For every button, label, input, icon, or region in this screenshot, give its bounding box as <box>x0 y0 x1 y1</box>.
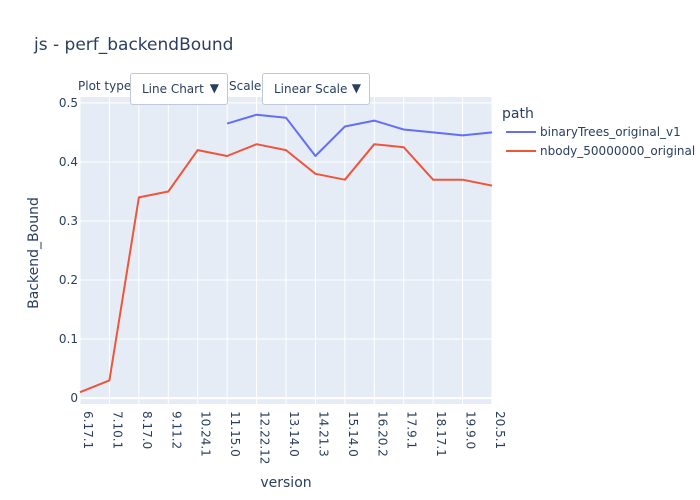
x-tick-label: 19.9.0 <box>464 411 478 449</box>
scale-label: Scale: <box>229 79 266 93</box>
y-axis-ticks: 0 0.1 0.2 0.3 0.4 0.5 <box>59 96 78 405</box>
series-line-1 <box>226 113 493 157</box>
legend-title: path <box>502 106 534 122</box>
x-tick-label: 9.11.2 <box>169 411 183 449</box>
plot-type-label: Plot type: <box>78 79 136 93</box>
x-tick-label: 6.17.1 <box>81 411 95 449</box>
x-tick-label: 11.15.0 <box>228 411 242 457</box>
y-tick-label: 0.1 <box>59 332 78 346</box>
plot-type-value: Line Chart <box>142 82 204 96</box>
x-tick-label: 20.5.1 <box>493 411 507 449</box>
x-tick-label: 8.17.0 <box>140 411 154 449</box>
legend-label-1[interactable]: binaryTrees_original_v1 <box>540 125 681 139</box>
x-tick-label: 12.22.12 <box>258 411 272 464</box>
y-tick-label: 0.4 <box>59 155 78 169</box>
x-tick-label: 15.14.0 <box>346 411 360 457</box>
y-tick-label: 0.2 <box>59 273 78 287</box>
x-tick-label: 10.24.1 <box>199 411 213 457</box>
grid-lines <box>79 97 493 404</box>
scale-value: Linear Scale <box>274 82 348 96</box>
triangle-down-icon: ▼ <box>209 81 219 95</box>
y-tick-label: 0.3 <box>59 214 78 228</box>
x-tick-label: 17.9.1 <box>405 411 419 449</box>
x-tick-label: 14.21.3 <box>316 411 330 457</box>
x-tick-label: 18.17.1 <box>434 411 448 457</box>
plot-type-dropdown[interactable]: Line Chart ▼ <box>130 73 228 105</box>
x-tick-label: 7.10.1 <box>110 411 124 449</box>
legend: binaryTrees_original_v1 nbody_50000000_or… <box>506 125 695 158</box>
x-axis-ticks: 6.17.1 7.10.1 8.17.0 9.11.2 10.24.1 11.15.0 12… <box>81 411 507 464</box>
x-tick-label: 16.20.2 <box>375 411 389 457</box>
x-axis-title: version <box>260 475 311 491</box>
x-tick-label: 13.14.0 <box>287 411 301 457</box>
y-tick-label: 0.5 <box>59 96 78 110</box>
triangle-down-icon: ▼ <box>351 81 361 95</box>
legend-label-2[interactable]: nbody_50000000_original <box>540 144 695 158</box>
y-tick-label: 0 <box>70 391 78 405</box>
series-layer <box>79 113 493 394</box>
chart-title: js - perf_backendBound <box>33 35 233 55</box>
series-line-2 <box>79 143 493 394</box>
y-axis-title: Backend_Bound <box>26 197 42 309</box>
scale-dropdown[interactable]: Linear Scale ▼ <box>262 73 370 105</box>
